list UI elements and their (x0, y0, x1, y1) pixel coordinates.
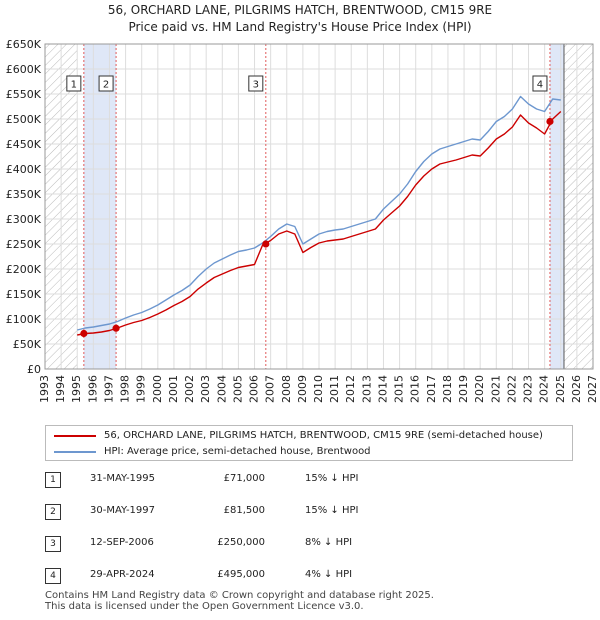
table-row: 3 12-SEP-2006 £250,000 8% ↓ HPI (45, 536, 465, 552)
y-tick-label: £100K (6, 313, 42, 326)
sale-marker-box (66, 75, 82, 92)
x-tick-label: 1996 (86, 375, 99, 403)
y-tick-label: £450K (6, 138, 42, 151)
y-tick-label: £50K (13, 338, 42, 351)
x-tick-label: 2012 (344, 375, 357, 403)
x-tick-label: 2002 (183, 375, 196, 403)
x-tick-label: 2009 (296, 375, 309, 403)
sale-band (83, 44, 117, 369)
y-tick-label: £150K (6, 288, 42, 301)
transaction-number: 3 (45, 536, 61, 552)
plot-frame (44, 43, 594, 370)
x-tick-label: 2023 (522, 375, 535, 403)
x-tick-label: 2003 (199, 375, 212, 403)
chart-title-line2: Price paid vs. HM Land Registry's House … (128, 20, 472, 34)
x-tick-label: 2014 (376, 375, 389, 403)
no-data-region (563, 44, 593, 369)
price-chart: 1 2 3 4 £0 £50K £100K £150K £200K £250K £300K £350K… (6, 38, 599, 403)
sale-marker-box (248, 75, 264, 92)
transaction-date: 31-MAY-1995 (90, 473, 156, 484)
x-tick-label: 2008 (280, 375, 293, 403)
sale-point (262, 240, 270, 248)
legend-label-property: 56, ORCHARD LANE, PILGRIMS HATCH, BRENTW… (104, 430, 543, 441)
transaction-price: £71,000 (223, 473, 265, 484)
transaction-price: £495,000 (217, 569, 265, 580)
table-row: 2 30-MAY-1997 £81,500 15% ↓ HPI (45, 504, 465, 520)
x-tick-label: 1998 (119, 375, 132, 403)
x-tick-label: 2026 (570, 375, 583, 403)
legend-swatch-property (54, 435, 96, 437)
transaction-hpi-diff: 15% ↓ HPI (305, 473, 359, 484)
transaction-number: 4 (45, 568, 61, 584)
footer-attribution: Contains HM Land Registry data © Crown c… (45, 590, 434, 612)
y-tick-label: £300K (6, 213, 42, 226)
x-tick-label: 2004 (215, 375, 228, 403)
y-tick-label: £600K (6, 63, 42, 76)
x-tick-label: 2015 (393, 375, 406, 403)
sale-point (546, 117, 554, 126)
sale-band (549, 44, 564, 369)
x-tick-label: 2017 (425, 375, 438, 403)
transaction-price: £250,000 (217, 537, 265, 548)
transaction-hpi-diff: 8% ↓ HPI (305, 537, 353, 548)
y-tick-label: £500K (6, 113, 42, 126)
sale-marker-label: 4 (537, 80, 543, 91)
x-tick-label: 1995 (70, 375, 83, 403)
x-tick-label: 2020 (473, 375, 486, 403)
x-tick-label: 2000 (151, 375, 164, 403)
x-tick-label: 2010 (312, 375, 325, 403)
x-tick-label: 2007 (264, 375, 277, 403)
x-tick-label: 2022 (505, 375, 518, 403)
x-tick-label: 2005 (231, 375, 244, 403)
legend-swatch-hpi (54, 451, 96, 453)
sale-point (80, 329, 88, 338)
x-tick-label: 2019 (457, 375, 470, 403)
y-tick-label: £0 (27, 363, 41, 376)
chart-title-line1: 56, ORCHARD LANE, PILGRIMS HATCH, BRENTW… (107, 3, 493, 17)
transaction-date: 30-MAY-1997 (90, 505, 156, 516)
table-row: 1 31-MAY-1995 £71,000 15% ↓ HPI (45, 472, 465, 488)
x-tick-label: 2027 (586, 375, 599, 403)
y-tick-label: £400K (6, 163, 42, 176)
transaction-date: 12-SEP-2006 (90, 537, 154, 548)
x-tick-label: 2025 (554, 375, 567, 403)
x-tick-label: 2013 (360, 375, 373, 403)
x-tick-label: 2016 (409, 375, 422, 403)
x-tick-label: 2011 (328, 375, 341, 403)
x-tick-label: 1999 (135, 375, 148, 403)
sale-marker-box (98, 75, 114, 92)
y-tick-label: £350K (6, 188, 42, 201)
x-tick-label: 2018 (441, 375, 454, 403)
transaction-hpi-diff: 4% ↓ HPI (305, 569, 353, 580)
y-tick-label: £650K (6, 38, 42, 51)
table-row: 4 29-APR-2024 £495,000 4% ↓ HPI (45, 568, 465, 584)
sale-marker-label: 2 (103, 80, 109, 91)
y-tick-label: £250K (6, 238, 42, 251)
footer-license: This data is licensed under the Open Gov… (45, 601, 364, 612)
footer-copyright: Contains HM Land Registry data © Crown c… (45, 590, 434, 601)
x-tick-label: 2021 (489, 375, 502, 403)
transaction-number: 2 (45, 504, 61, 520)
x-tick-label: 1994 (54, 375, 67, 403)
transaction-hpi-diff: 15% ↓ HPI (305, 505, 359, 516)
transaction-number: 1 (45, 472, 61, 488)
x-tick-label: 2006 (248, 375, 261, 403)
transaction-date: 29-APR-2024 (90, 569, 155, 580)
hpi-series-line (77, 95, 561, 331)
legend: 56, ORCHARD LANE, PILGRIMS HATCH, BRENTW… (45, 425, 573, 461)
legend-label-hpi: HPI: Average price, semi-detached house,… (104, 446, 371, 457)
sale-point (112, 324, 120, 332)
sale-marker-label: 1 (71, 80, 77, 91)
x-tick-label: 2024 (538, 375, 551, 403)
x-tick-label: 1993 (38, 375, 51, 403)
transaction-price: £81,500 (223, 505, 265, 516)
x-tick-label: 2001 (167, 375, 180, 403)
sale-marker-box (532, 75, 548, 92)
y-tick-label: £200K (6, 263, 42, 276)
y-tick-label: £550K (6, 88, 42, 101)
property-series-line (77, 110, 562, 336)
x-tick-label: 1997 (102, 375, 115, 403)
sale-marker-label: 3 (253, 80, 259, 91)
